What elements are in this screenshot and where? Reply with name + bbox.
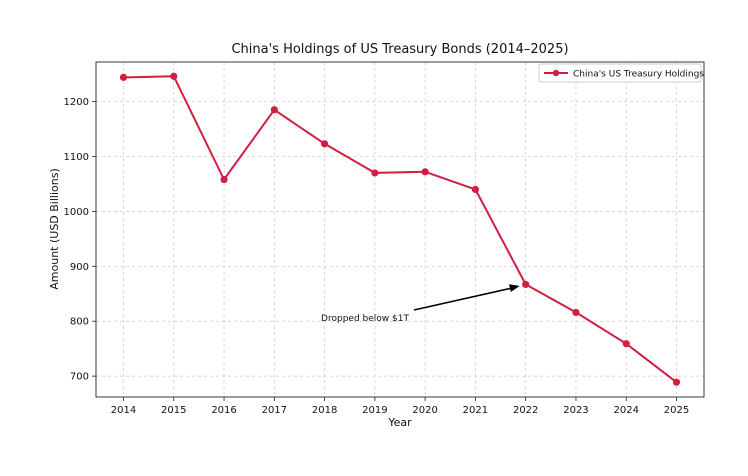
x-tick-label: 2025 <box>664 405 689 416</box>
x-tick-label: 2017 <box>262 405 287 416</box>
x-tick-label: 2018 <box>312 405 337 416</box>
chart-title: China's Holdings of US Treasury Bonds (2… <box>231 42 568 57</box>
x-tick-label: 2016 <box>211 405 236 416</box>
annotation: Dropped below $1T <box>321 284 520 324</box>
annotation-arrowhead <box>509 284 520 293</box>
y-tick-label: 800 <box>70 317 89 328</box>
y-tick-label: 1200 <box>64 97 89 108</box>
plot-area <box>95 61 705 398</box>
data-point <box>622 340 630 348</box>
data-point <box>572 308 580 317</box>
x-tick-label: 2023 <box>563 405 588 416</box>
data-point <box>672 378 681 386</box>
y-tick-label: 900 <box>70 262 89 273</box>
data-point <box>119 73 128 81</box>
y-axis: 700 800 900 1000 1100 1200 <box>64 97 96 383</box>
x-axis: 2014 2015 2016 2017 2018 2019 2020 2021 2022 2023… <box>111 397 689 416</box>
x-axis-label: Year <box>387 416 412 429</box>
x-tick-label: 2014 <box>111 405 136 416</box>
y-tick-label: 700 <box>70 372 89 383</box>
grid <box>96 62 704 397</box>
legend-label: China's US Treasury Holdings <box>573 70 704 80</box>
x-tick-label: 2021 <box>463 405 488 416</box>
data-point <box>170 72 178 80</box>
data-point <box>421 168 429 176</box>
y-tick-label: 1000 <box>64 207 89 218</box>
x-tick-label: 2022 <box>513 405 538 416</box>
annotation-text: Dropped below $1T <box>321 314 409 324</box>
data-point <box>220 175 228 184</box>
y-tick-label: 1100 <box>64 152 89 163</box>
data-point <box>522 280 530 289</box>
annotation-arrow <box>413 287 513 311</box>
data-series <box>119 72 681 386</box>
x-tick-label: 2024 <box>614 405 639 416</box>
x-tick-label: 2015 <box>161 405 186 416</box>
legend: China's US Treasury Holdings <box>538 63 704 83</box>
series-line <box>123 75 678 383</box>
x-tick-label: 2019 <box>362 405 387 416</box>
legend-box <box>538 63 702 83</box>
x-tick-label: 2020 <box>412 405 437 416</box>
y-axis-label: Amount (USD Billions) <box>48 168 61 290</box>
data-point <box>320 140 329 148</box>
data-point <box>270 106 278 114</box>
legend-marker <box>552 69 560 77</box>
data-point <box>371 169 379 177</box>
data-point <box>471 185 480 194</box>
